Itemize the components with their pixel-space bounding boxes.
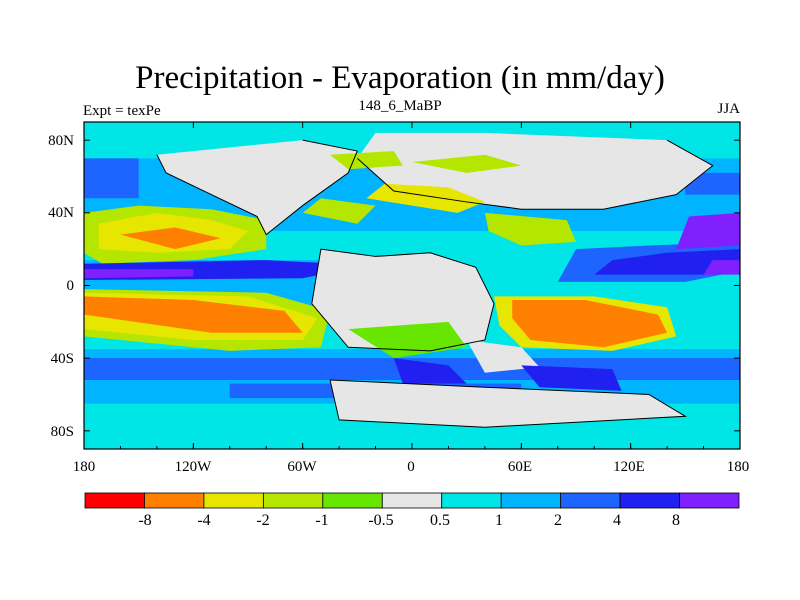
greenland-sea-dry [330, 151, 403, 170]
pacific-itcz-core [84, 269, 194, 279]
lon-tick-120w: 120W [174, 459, 212, 475]
tethys-itcz-core [594, 249, 740, 275]
colorbar-swatch [322, 492, 383, 509]
antarctica-coastline [329, 379, 687, 428]
nw-pacific-monsoon [676, 212, 740, 250]
central-atlantic-dry [302, 198, 376, 224]
colorbar-label: -2 [256, 512, 270, 529]
colorbar-label: 8 [672, 512, 680, 529]
lon-tick-120e: 120E [613, 459, 645, 475]
lon-tick-180e: 180 [726, 459, 750, 475]
lon-tick-0: 0 [407, 459, 415, 475]
western-pacific-warm-pool [703, 260, 740, 275]
gondwana-coastline [311, 248, 495, 352]
colorbar-label: -8 [138, 512, 152, 529]
colorbar-swatch [441, 492, 502, 509]
south-indian-wet [521, 365, 622, 391]
map-title: Precipitation - Evaporation (in mm/day) [135, 60, 665, 96]
lon-tick-60w: 60W [287, 459, 317, 475]
north-america-land [156, 140, 358, 235]
colorbar-swatch [500, 492, 562, 509]
lat-tick-80n: 80N [48, 133, 74, 149]
colorbar-label: 2 [554, 512, 562, 529]
colorbar-swatch [381, 492, 443, 509]
colorbar-label: 4 [613, 512, 621, 529]
south-pacific-dry-core [84, 296, 303, 333]
southern-land-fragment [466, 340, 540, 373]
north-pacific-dry-max [120, 227, 221, 250]
map-field [84, 122, 740, 449]
lat-tick-40s: 40S [50, 351, 74, 367]
lon-tick-180w: 180 [72, 459, 96, 475]
eurasia-coastline [356, 139, 714, 210]
north-pacific-storm-track [84, 158, 139, 199]
colorbar-label: 1 [495, 512, 503, 529]
colorbar-label: -0.5 [368, 512, 394, 529]
colorbar-swatch [84, 492, 145, 509]
arctic-margin-dry [412, 154, 522, 173]
season-label: JJA [717, 101, 740, 117]
lat-tick-0: 0 [66, 278, 75, 294]
experiment-label: Expt = texPe [83, 103, 161, 119]
north-america-coastline [156, 139, 359, 236]
lon-tick-60e: 60E [507, 459, 533, 475]
tethys-west-dry [484, 212, 576, 246]
nw-pacific-storm-track [685, 172, 740, 195]
colorbar-label: 0.5 [430, 512, 450, 529]
colorbar-swatch [144, 492, 205, 509]
antarctica-land [330, 379, 686, 428]
colorbar-swatch [619, 492, 680, 509]
colorbar-swatch [203, 492, 264, 509]
case-label: 148_6_MaBP [358, 98, 442, 114]
colorbar-label: -1 [315, 512, 329, 529]
colorbar-swatch [262, 492, 324, 509]
colorbar-swatch [560, 492, 621, 509]
indian-ocean-dry-core [512, 300, 668, 348]
south-atlantic-wet [393, 358, 467, 384]
colorbar-label: -4 [197, 512, 211, 529]
colorbar-swatch [679, 492, 740, 509]
lat-tick-40n: 40N [48, 205, 74, 221]
lat-tick-80s: 80S [50, 424, 74, 440]
